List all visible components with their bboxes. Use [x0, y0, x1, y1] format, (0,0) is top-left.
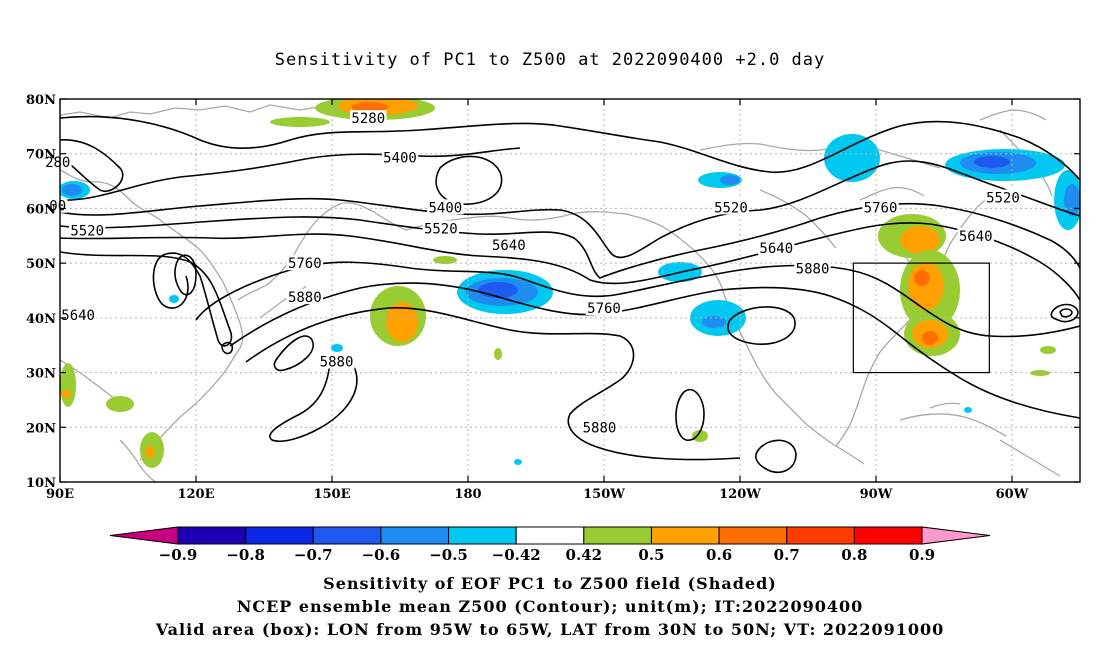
colorbar-label: 0.9	[909, 546, 935, 564]
contour-label-bg	[862, 199, 899, 215]
colorbar-label: 0.42	[566, 546, 603, 564]
colorbar-swatch	[718, 526, 788, 545]
lat-tick-label: 30N	[26, 367, 56, 382]
colorbar-swatch	[245, 526, 314, 545]
colorbar-label: −0.6	[362, 546, 401, 564]
colorbar-label: −0.5	[429, 546, 468, 564]
colorbar-label: −0.7	[294, 546, 333, 564]
lat-tick-label: 80N	[26, 93, 56, 108]
coastlines	[60, 104, 1061, 482]
colorbar-label: 0.7	[774, 546, 800, 564]
contour-label-bg	[422, 220, 459, 236]
colorbar-extend-low	[109, 526, 179, 545]
contour-label-bg	[350, 110, 387, 126]
colorbar-swatch	[650, 526, 720, 545]
lat-tick-label: 50N	[26, 257, 56, 272]
contour-label-bg	[69, 222, 106, 238]
contour-label-bg	[286, 255, 323, 271]
contour-label: 5880	[320, 355, 354, 371]
contour-label: 5760	[288, 256, 322, 272]
contour-label-bg	[490, 237, 527, 253]
contour-label: 5520	[424, 222, 458, 238]
lat-tick-label: 20N	[26, 421, 56, 436]
contour-label: 5280	[351, 111, 385, 127]
lat-tick-label: 40N	[26, 312, 56, 327]
contour-label: 5520	[70, 223, 104, 239]
footer-shading-caption: Sensitivity of EOF PC1 to Z500 field (Sh…	[323, 574, 777, 593]
contour-label: 5520	[986, 190, 1020, 206]
colorbar-label: 0.6	[706, 546, 732, 564]
colorbar-swatch	[786, 526, 855, 545]
colorbar-label: −0.9	[159, 546, 198, 564]
contour-label: 5400	[428, 200, 462, 216]
contour-label: 5640	[492, 238, 526, 254]
colorbar-label: 0.5	[638, 546, 664, 564]
contour-labels: 5280 5400 5400 5520 5640 5640 5760 5760 5760 5880…	[43, 110, 1022, 436]
contour-label-bg	[712, 199, 750, 215]
contour-label: 5640	[959, 229, 993, 245]
map-grid	[60, 99, 1080, 482]
lat-tick-label: 60N	[26, 202, 56, 217]
contour-label: 280	[45, 155, 70, 171]
lon-tick-label: 120W	[719, 487, 761, 502]
lon-tick-label: 90E	[46, 487, 74, 502]
lon-tick-label: 120E	[177, 487, 214, 502]
contour-label-bg	[318, 353, 355, 369]
map-title: Sensitivity of PC1 to Z500 at 2022090400…	[274, 50, 826, 70]
z500-contours	[60, 115, 1080, 474]
contour-label-bg	[957, 227, 994, 243]
contour-label: 5880	[583, 420, 617, 436]
lat-tick-label: 10N	[26, 476, 56, 491]
colorbar-swatch	[380, 526, 450, 545]
colorbar: −0.9 −0.8 −0.7 −0.6 −0.5 −0.42 0.42 0.5 0.6 0.7 0.…	[109, 526, 991, 564]
lon-tick-label: 150E	[313, 487, 350, 502]
colorbar-swatch	[312, 526, 382, 545]
contour-label: 5880	[288, 290, 322, 306]
contour-label: 5520	[714, 200, 748, 216]
contour-label-bg	[381, 149, 419, 165]
contour-label-bg	[794, 260, 831, 276]
contour-label: 00	[49, 199, 66, 215]
contour-label-bg	[581, 419, 618, 435]
contour-label: 5880	[796, 262, 830, 278]
colorbar-swatch	[853, 526, 923, 545]
colorbar-swatch	[177, 526, 247, 545]
lon-tick-label: 60W	[996, 487, 1029, 502]
lon-tick-label: 180	[454, 487, 481, 502]
contour-label: 5760	[587, 301, 621, 317]
contour-label-bg	[984, 189, 1022, 205]
footer-valid-area-caption: Valid area (box): LON from 95W to 65W, L…	[155, 620, 945, 639]
valid-area-box	[852, 262, 990, 374]
sensitivity-shading	[60, 99, 1080, 468]
map-axes: 90E 120E 150E 180 150W 120W 90W 60W 80N 70N 60N 50N…	[26, 93, 1080, 502]
lon-tick-label: 150W	[583, 487, 625, 502]
map-frame	[59, 98, 1081, 483]
contour-label: 5760	[864, 200, 898, 216]
contour-label: 5400	[383, 151, 417, 167]
contour-label-bg	[286, 289, 323, 305]
colorbar-label: −0.42	[492, 546, 541, 564]
lat-tick-label: 70N	[26, 148, 56, 163]
colorbar-swatch	[448, 526, 517, 545]
contour-label-bg	[43, 153, 72, 169]
contour-label: 5640	[61, 308, 95, 324]
colorbar-swatch	[515, 526, 585, 545]
colorbar-swatch	[583, 526, 652, 545]
contour-label-bg	[585, 300, 623, 316]
colorbar-label: 0.8	[841, 546, 867, 564]
footer-contour-caption: NCEP ensemble mean Z500 (Contour); unit(…	[236, 597, 864, 616]
contour-label: 5640	[759, 241, 793, 257]
colorbar-extend-high	[921, 526, 991, 545]
colorbar-label: −0.8	[226, 546, 265, 564]
contour-label-bg	[427, 199, 464, 215]
contour-label-bg	[758, 239, 795, 255]
contour-label-bg	[59, 307, 97, 323]
lon-tick-label: 90W	[860, 487, 893, 502]
